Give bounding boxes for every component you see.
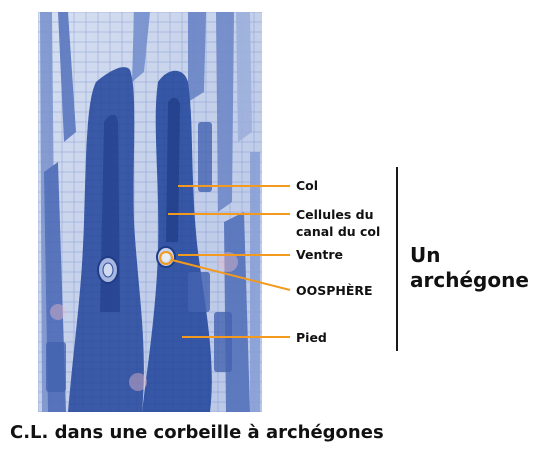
oosphere-marker xyxy=(159,251,173,265)
micrograph-image xyxy=(38,12,262,412)
bracket-title-line2: archégone xyxy=(410,268,529,292)
figure-caption: C.L. dans une corbeille à archégones xyxy=(10,422,384,443)
label-oosphere: OOSPHÈRE xyxy=(296,283,373,298)
leader-oosphere xyxy=(171,259,291,291)
label-col: Col xyxy=(296,178,319,193)
bracket-title-line1: Un xyxy=(410,243,441,267)
label-cellules-line2: canal du col xyxy=(296,224,381,239)
bracket-title: Un archégone xyxy=(410,243,529,293)
label-cellules-line1: Cellules du xyxy=(296,207,374,222)
label-ventre: Ventre xyxy=(296,247,343,262)
bracket-bar xyxy=(396,167,398,351)
label-pied: Pied xyxy=(296,330,327,345)
